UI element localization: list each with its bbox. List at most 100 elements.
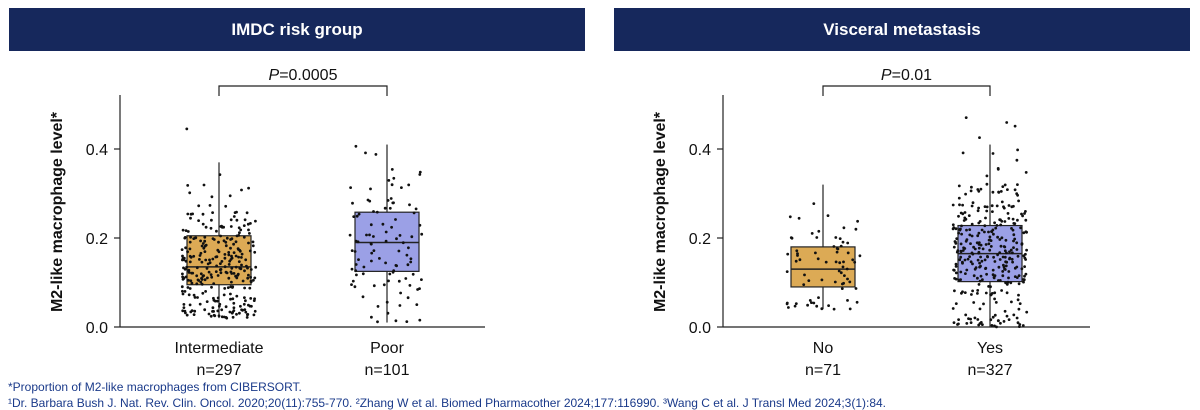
data-point bbox=[186, 184, 190, 187]
data-point bbox=[957, 184, 961, 188]
data-point bbox=[971, 201, 975, 205]
data-point bbox=[220, 308, 224, 312]
data-point bbox=[957, 196, 961, 200]
data-point bbox=[408, 284, 412, 287]
data-point bbox=[989, 245, 993, 248]
data-point bbox=[418, 173, 422, 176]
data-point bbox=[235, 312, 238, 316]
data-point bbox=[184, 259, 188, 263]
data-point bbox=[203, 250, 207, 254]
data-point bbox=[1015, 192, 1019, 196]
data-point bbox=[394, 319, 398, 323]
data-point bbox=[838, 237, 842, 241]
data-point bbox=[968, 228, 972, 232]
data-point bbox=[981, 323, 984, 326]
data-point bbox=[999, 321, 1002, 325]
y-tick-label: 0.4 bbox=[689, 142, 711, 159]
y-tick-label: 0.0 bbox=[689, 320, 711, 337]
data-point bbox=[199, 272, 203, 276]
data-point bbox=[1000, 200, 1004, 204]
data-point bbox=[231, 286, 234, 289]
data-point bbox=[984, 291, 988, 295]
data-point bbox=[836, 247, 840, 251]
data-point bbox=[996, 253, 999, 257]
data-point bbox=[376, 305, 380, 308]
data-point bbox=[229, 225, 233, 228]
data-point bbox=[963, 216, 967, 220]
data-point bbox=[952, 245, 956, 249]
data-point bbox=[1010, 300, 1013, 304]
data-point bbox=[1000, 236, 1004, 240]
data-point bbox=[199, 239, 203, 243]
data-point bbox=[253, 276, 257, 280]
data-point bbox=[1018, 325, 1021, 328]
data-point bbox=[981, 278, 984, 282]
data-point bbox=[1011, 217, 1015, 221]
data-point bbox=[354, 263, 358, 266]
data-point bbox=[1007, 217, 1011, 220]
data-point bbox=[971, 252, 975, 256]
data-point bbox=[1017, 282, 1021, 286]
panel-header-visceral: Visceral metastasis bbox=[614, 8, 1190, 51]
data-point bbox=[979, 255, 982, 259]
data-point bbox=[205, 267, 209, 270]
data-point bbox=[958, 228, 962, 231]
panel-header-imdc: IMDC risk group bbox=[9, 8, 585, 51]
data-point bbox=[398, 304, 402, 307]
data-point bbox=[230, 280, 233, 284]
data-point bbox=[988, 238, 992, 242]
data-point bbox=[364, 151, 367, 155]
data-point bbox=[959, 270, 963, 274]
data-point bbox=[185, 313, 189, 317]
x-category-label: Poor bbox=[370, 340, 404, 357]
data-point bbox=[231, 315, 235, 319]
data-point bbox=[976, 258, 980, 262]
data-point bbox=[390, 183, 394, 187]
data-point bbox=[1015, 316, 1019, 320]
data-point bbox=[418, 318, 422, 322]
data-point bbox=[247, 273, 250, 277]
data-point bbox=[814, 251, 817, 255]
data-point bbox=[817, 296, 820, 299]
data-point bbox=[361, 295, 365, 299]
data-point bbox=[368, 233, 371, 237]
data-point bbox=[247, 228, 250, 232]
data-point bbox=[351, 279, 355, 283]
data-point bbox=[243, 308, 247, 311]
data-point bbox=[384, 239, 388, 243]
data-point bbox=[997, 191, 1001, 194]
data-point bbox=[797, 216, 801, 220]
data-point bbox=[208, 258, 211, 262]
data-point bbox=[951, 223, 955, 227]
data-point bbox=[387, 179, 391, 182]
x-category-label: No bbox=[813, 340, 834, 357]
data-point bbox=[248, 249, 252, 253]
data-point bbox=[990, 204, 994, 208]
data-point bbox=[226, 286, 230, 289]
data-point bbox=[246, 276, 250, 280]
data-point bbox=[186, 230, 190, 233]
data-point bbox=[230, 254, 233, 258]
data-point bbox=[240, 263, 243, 267]
data-point bbox=[181, 292, 185, 296]
data-point bbox=[982, 302, 985, 306]
data-point bbox=[406, 263, 410, 267]
data-point bbox=[1001, 185, 1005, 189]
data-point bbox=[200, 277, 203, 280]
data-point bbox=[979, 243, 983, 247]
data-point bbox=[365, 233, 368, 237]
data-point bbox=[202, 246, 206, 250]
data-point bbox=[954, 302, 958, 305]
data-point bbox=[802, 283, 806, 286]
data-point bbox=[1006, 212, 1010, 215]
data-point bbox=[1009, 281, 1013, 285]
data-point bbox=[990, 324, 994, 327]
data-point bbox=[212, 296, 215, 300]
data-point bbox=[1005, 314, 1009, 318]
data-point bbox=[1017, 293, 1020, 297]
data-point bbox=[374, 153, 378, 156]
data-point bbox=[220, 315, 224, 319]
data-point bbox=[961, 261, 964, 265]
data-point bbox=[810, 232, 814, 235]
data-point bbox=[384, 261, 387, 265]
